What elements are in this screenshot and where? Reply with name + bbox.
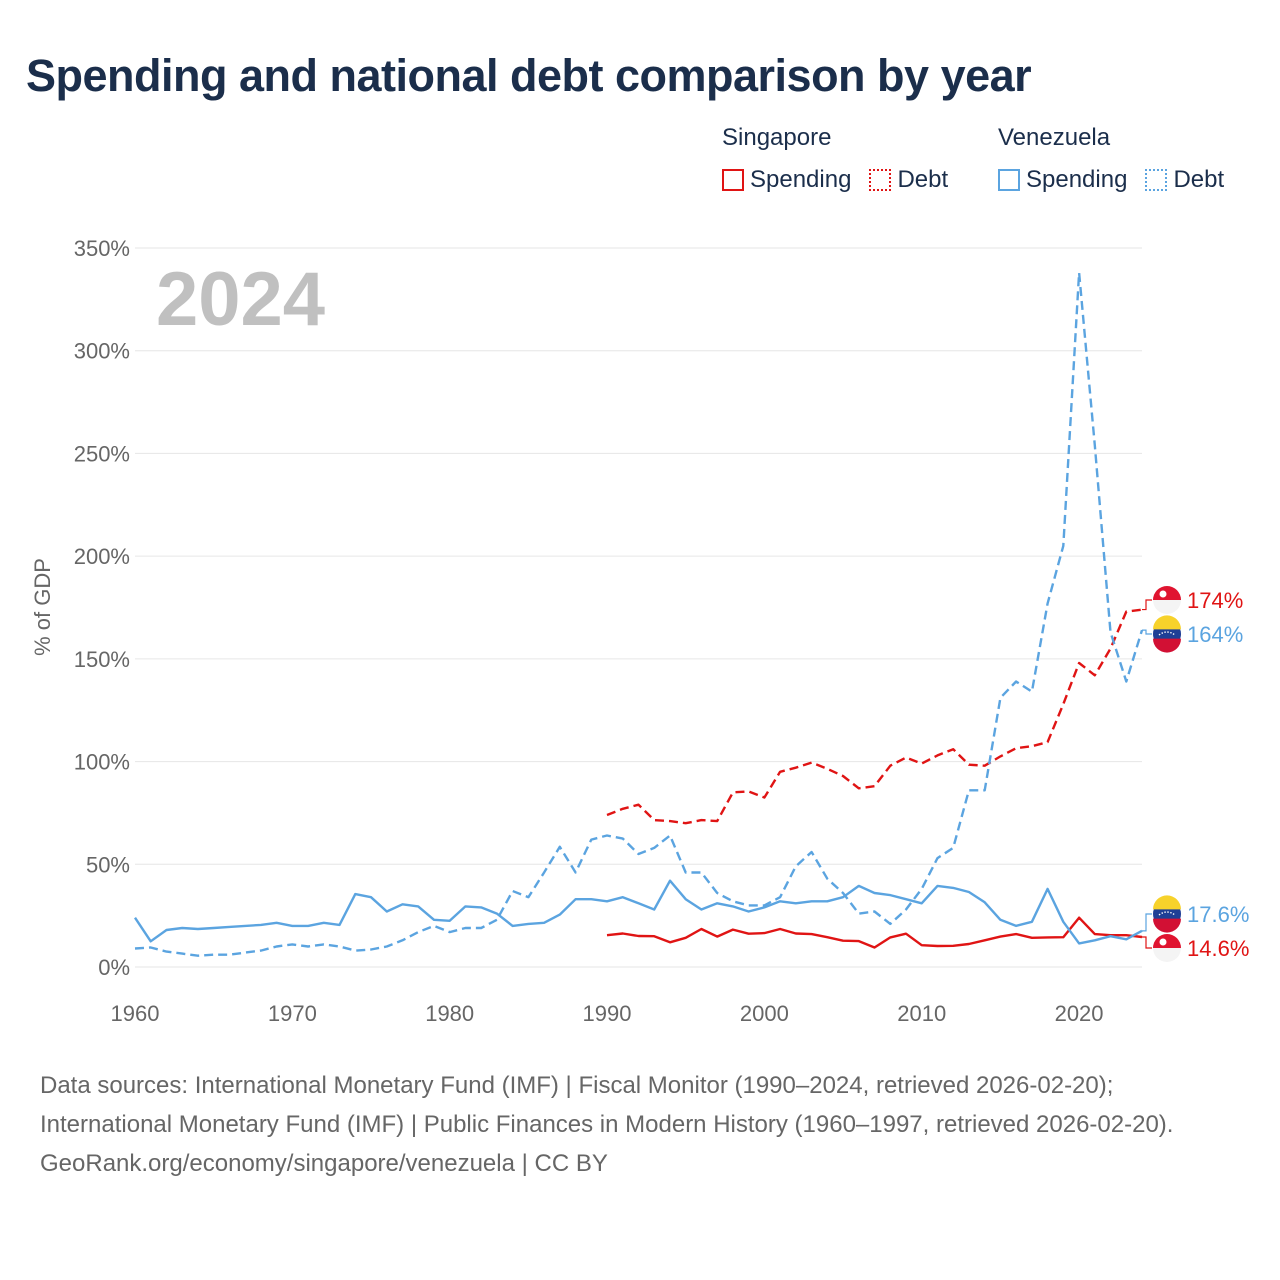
x-tick-label: 2010 <box>897 1001 946 1026</box>
singapore-flag-icon <box>1159 938 1167 946</box>
venezuela-flag-icon <box>1153 615 1181 630</box>
singapore-flag-icon <box>1159 590 1167 598</box>
end-value-label: 174% <box>1187 588 1243 613</box>
legend-item-singapore-spending[interactable]: Spending <box>722 166 851 194</box>
legend-group-name-singapore: Singapore <box>722 124 832 151</box>
legend-venezuela: Venezuela Spending Debt <box>998 124 1224 194</box>
credit-line: GeoRank.org/economy/singapore/venezuela … <box>40 1150 608 1177</box>
venezuela-flag-icon <box>1153 918 1181 933</box>
y-tick-label: 100% <box>74 750 130 775</box>
solid-line-swatch-icon <box>722 169 744 191</box>
legend-singapore: Singapore Spending Debt <box>722 124 966 194</box>
venezuela-flag-icon <box>1158 911 1176 916</box>
legend-label: Spending <box>750 166 852 193</box>
x-tick-label: 2000 <box>740 1001 789 1026</box>
legend-item-venezuela-spending[interactable]: Spending <box>998 166 1127 194</box>
y-tick-label: 150% <box>74 647 130 672</box>
year-watermark: 2024 <box>156 257 325 342</box>
dotted-line-swatch-icon <box>1145 169 1168 191</box>
x-tick-label: 1960 <box>111 1001 160 1026</box>
dotted-line-swatch-icon <box>869 169 892 191</box>
footer: Data sources: International Monetary Fun… <box>40 1066 1240 1183</box>
label-connector <box>1142 936 1152 949</box>
y-tick-label: 350% <box>74 236 130 261</box>
end-value-label: 164% <box>1187 622 1243 647</box>
legend-item-singapore-debt[interactable]: Debt <box>869 166 948 194</box>
label-connector <box>1142 599 1152 611</box>
venezuela-flag-icon <box>1153 895 1181 910</box>
legend-label: Spending <box>1026 166 1128 193</box>
x-tick-label: 1980 <box>425 1001 474 1026</box>
singapore-flag-icon <box>1153 586 1181 600</box>
legend-label: Debt <box>897 166 949 193</box>
singapore-flag-icon <box>1153 934 1181 948</box>
venezuela-flag-icon <box>1153 638 1181 653</box>
end-value-label: 17.6% <box>1187 902 1249 927</box>
legend-group-name-venezuela: Venezuela <box>998 124 1111 151</box>
y-axis-label: % of GDP <box>30 558 55 656</box>
x-tick-label: 2020 <box>1055 1001 1104 1026</box>
y-tick-label: 200% <box>74 544 130 569</box>
label-connector <box>1142 913 1152 932</box>
series-line-venezuela-spending <box>134 879 1143 945</box>
series-line-venezuela-debt <box>134 271 1144 957</box>
chart-title: Spending and national debt comparison by… <box>26 50 1032 101</box>
legend-item-venezuela-debt[interactable]: Debt <box>1145 166 1224 194</box>
end-value-label: 14.6% <box>1187 936 1249 961</box>
data-sources: Data sources: International Monetary Fun… <box>40 1072 1174 1138</box>
label-connector <box>1142 629 1152 635</box>
y-tick-label: 50% <box>86 852 130 877</box>
series-line-singapore-spending <box>606 916 1143 949</box>
venezuela-flag-icon <box>1158 631 1176 636</box>
series-line-singapore-debt <box>606 608 1143 825</box>
y-tick-label: 0% <box>98 955 130 980</box>
solid-line-swatch-icon <box>998 169 1020 191</box>
legend-label: Debt <box>1173 166 1225 193</box>
y-tick-label: 250% <box>74 441 130 466</box>
y-tick-label: 300% <box>74 339 130 364</box>
x-tick-label: 1990 <box>583 1001 632 1026</box>
line-chart: 0% 50% 100% 150% 200% 250% 300% 350% 1960 1970 198… <box>30 236 1249 1026</box>
x-tick-label: 1970 <box>268 1001 317 1026</box>
